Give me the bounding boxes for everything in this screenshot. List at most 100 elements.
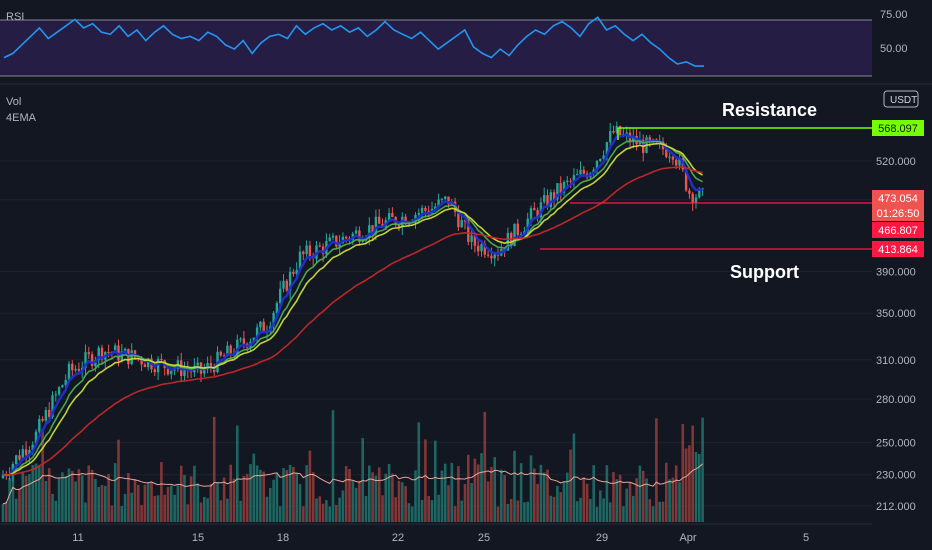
support-annotation: Support: [730, 262, 799, 282]
volume-bar: [559, 492, 562, 522]
volume-bar: [668, 479, 671, 522]
volume-bar: [645, 478, 648, 522]
volume-bar: [104, 485, 107, 522]
time-tick-label: 29: [596, 532, 608, 544]
volume-bar: [305, 465, 308, 522]
volume-bar: [285, 470, 289, 522]
rsi-tick-50: 50.00: [880, 43, 908, 55]
volume-bar: [31, 465, 34, 522]
candle: [486, 250, 490, 258]
volume-bar: [470, 483, 473, 522]
volume-bar: [18, 488, 21, 522]
volume-bar: [338, 497, 341, 522]
volume-bar: [608, 502, 612, 522]
volume-bar: [641, 470, 645, 522]
volume-bar: [298, 484, 302, 522]
volume-bar: [137, 485, 140, 522]
volume-bar: [694, 452, 698, 522]
candle-body: [282, 280, 285, 289]
candle-body: [130, 350, 133, 365]
volume-bar: [575, 501, 579, 522]
volume-bar: [701, 417, 704, 522]
volume-bar: [410, 506, 414, 522]
candle-body: [143, 364, 147, 368]
ema-label: 4EMA: [6, 112, 37, 124]
rsi-panel: RSI 75.00 50.00: [0, 9, 908, 77]
volume-bar: [585, 483, 589, 522]
candle-body: [279, 288, 282, 304]
volume-bar: [269, 487, 272, 522]
candle-body: [15, 455, 18, 465]
candle-body: [609, 131, 612, 143]
candle-body: [576, 174, 579, 176]
price-tag-countdown: 01:26:50: [872, 205, 924, 221]
candle-body: [447, 196, 450, 205]
volume-bar: [440, 470, 444, 522]
volume-bar: [618, 474, 622, 522]
candle-body: [444, 196, 447, 199]
candle-body: [18, 455, 21, 460]
candle-body: [424, 207, 427, 211]
candle-body: [1, 474, 5, 478]
volume-bar: [21, 472, 25, 522]
volume-bar: [371, 472, 374, 522]
volume-bar: [84, 502, 87, 522]
volume-bar: [648, 499, 652, 522]
candle-body: [684, 169, 688, 191]
volume-bar: [34, 463, 38, 522]
price-tick-label: 520.000: [876, 156, 916, 168]
volume-bar: [288, 464, 292, 522]
candle-body: [694, 197, 698, 203]
volume-bar: [335, 504, 338, 522]
volume-bar: [354, 487, 358, 522]
time-tick-label: 22: [392, 532, 404, 544]
price-axis[interactable]: 520.000 390.000 350.000 310.000 280.000 250.0…: [876, 156, 916, 513]
candle-body: [335, 235, 338, 247]
candle: [374, 209, 378, 241]
candle: [54, 390, 57, 402]
volume-bar: [97, 487, 100, 522]
candle: [543, 187, 546, 205]
candle-body: [203, 369, 206, 374]
candle-body: [665, 149, 668, 158]
price-tag-label: 01:26:50: [877, 208, 920, 220]
candle-body: [156, 358, 160, 373]
candle-body: [698, 188, 701, 198]
volume-bar: [94, 479, 97, 522]
volume-bar: [5, 501, 8, 522]
volume-bar: [632, 495, 635, 522]
candle: [424, 205, 427, 218]
volume-bar: [661, 501, 665, 522]
time-tick-label: 5: [803, 532, 809, 544]
candle-body: [513, 223, 516, 246]
candle-body: [21, 449, 24, 460]
candle-body: [569, 180, 572, 182]
candle-body: [209, 363, 213, 367]
volume-bar: [275, 473, 279, 522]
volume-bar: [328, 506, 331, 522]
candle-body: [701, 188, 704, 190]
price-tag-bg: [872, 190, 924, 206]
candle: [556, 183, 559, 203]
volume-bar: [605, 465, 609, 522]
candle-body: [275, 303, 279, 313]
volume-bar: [331, 410, 335, 522]
currency-badge[interactable]: USDT: [883, 90, 919, 108]
volume-bar: [434, 440, 437, 522]
candle-body: [77, 368, 81, 371]
volume-bar: [622, 506, 625, 522]
candle-body: [71, 363, 74, 371]
candle-body: [473, 235, 477, 246]
candle-body: [64, 380, 67, 386]
volume-bar: [457, 466, 460, 522]
volume-bar: [295, 472, 298, 522]
volume-bar: [430, 500, 434, 522]
time-axis[interactable]: 11 15 18 22 25 29 Apr 5: [72, 532, 809, 544]
candle-body: [123, 348, 127, 352]
volume-bar: [523, 502, 526, 522]
candle-body: [486, 254, 490, 256]
candle: [391, 207, 394, 218]
volume-bar: [318, 496, 322, 522]
candle-body: [239, 338, 242, 340]
